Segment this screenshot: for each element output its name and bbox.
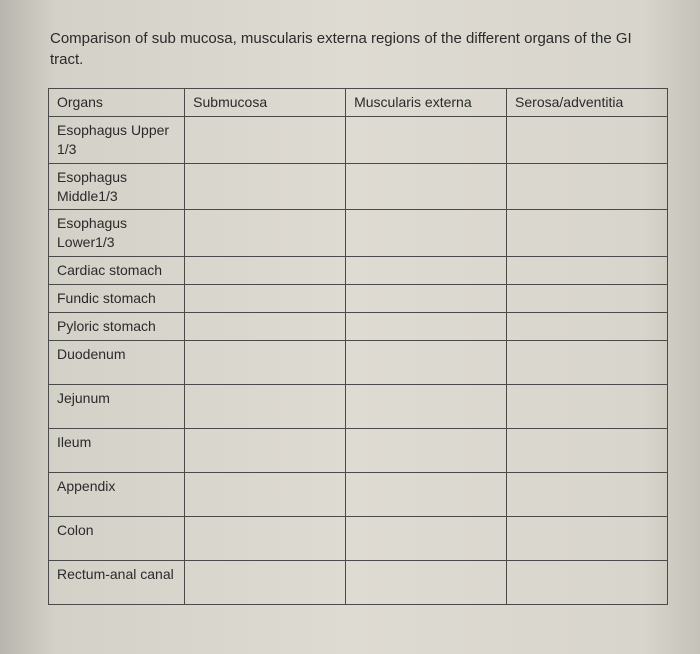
table-row: Colon bbox=[49, 516, 668, 560]
cell-muscularis bbox=[346, 313, 507, 341]
cell-submucosa bbox=[185, 516, 346, 560]
table-row: Esophagus Lower1/3 bbox=[49, 210, 668, 257]
table-row: Esophagus Upper 1/3 bbox=[49, 116, 668, 163]
cell-submucosa bbox=[185, 116, 346, 163]
cell-serosa bbox=[507, 340, 668, 384]
cell-muscularis bbox=[346, 116, 507, 163]
col-header-muscularis: Muscularis externa bbox=[346, 89, 507, 117]
cell-submucosa bbox=[185, 257, 346, 285]
cell-serosa bbox=[507, 116, 668, 163]
cell-submucosa bbox=[185, 472, 346, 516]
table-row: Esophagus Middle1/3 bbox=[49, 163, 668, 210]
cell-muscularis bbox=[346, 257, 507, 285]
table-header-row: Organs Submucosa Muscularis externa Sero… bbox=[49, 89, 668, 117]
cell-submucosa bbox=[185, 384, 346, 428]
cell-submucosa bbox=[185, 163, 346, 210]
cell-serosa bbox=[507, 285, 668, 313]
cell-serosa bbox=[507, 313, 668, 341]
table-row: Appendix bbox=[49, 472, 668, 516]
cell-submucosa bbox=[185, 560, 346, 604]
cell-serosa bbox=[507, 210, 668, 257]
cell-muscularis bbox=[346, 472, 507, 516]
cell-organ: Jejunum bbox=[49, 384, 185, 428]
table-row: Duodenum bbox=[49, 340, 668, 384]
cell-muscularis bbox=[346, 516, 507, 560]
table-row: Rectum-anal canal bbox=[49, 560, 668, 604]
cell-organ: Esophagus Upper 1/3 bbox=[49, 116, 185, 163]
table-row: Fundic stomach bbox=[49, 285, 668, 313]
cell-muscularis bbox=[346, 384, 507, 428]
cell-serosa bbox=[507, 163, 668, 210]
cell-submucosa bbox=[185, 285, 346, 313]
document-title: Comparison of sub mucosa, muscularis ext… bbox=[48, 28, 668, 70]
table-row: Pyloric stomach bbox=[49, 313, 668, 341]
cell-serosa bbox=[507, 472, 668, 516]
comparison-table: Organs Submucosa Muscularis externa Sero… bbox=[48, 88, 668, 605]
cell-serosa bbox=[507, 560, 668, 604]
cell-serosa bbox=[507, 428, 668, 472]
cell-muscularis bbox=[346, 340, 507, 384]
col-header-submucosa: Submucosa bbox=[185, 89, 346, 117]
cell-submucosa bbox=[185, 428, 346, 472]
cell-muscularis bbox=[346, 163, 507, 210]
table-row: Jejunum bbox=[49, 384, 668, 428]
cell-muscularis bbox=[346, 428, 507, 472]
cell-muscularis bbox=[346, 285, 507, 313]
cell-organ: Rectum-anal canal bbox=[49, 560, 185, 604]
cell-serosa bbox=[507, 384, 668, 428]
col-header-organs: Organs bbox=[49, 89, 185, 117]
cell-organ: Fundic stomach bbox=[49, 285, 185, 313]
cell-organ: Ileum bbox=[49, 428, 185, 472]
cell-muscularis bbox=[346, 210, 507, 257]
cell-organ: Appendix bbox=[49, 472, 185, 516]
cell-muscularis bbox=[346, 560, 507, 604]
cell-organ: Colon bbox=[49, 516, 185, 560]
cell-organ: Pyloric stomach bbox=[49, 313, 185, 341]
col-header-serosa: Serosa/adventitia bbox=[507, 89, 668, 117]
cell-organ: Cardiac stomach bbox=[49, 257, 185, 285]
table-row: Cardiac stomach bbox=[49, 257, 668, 285]
cell-submucosa bbox=[185, 340, 346, 384]
cell-serosa bbox=[507, 516, 668, 560]
cell-organ: Duodenum bbox=[49, 340, 185, 384]
cell-organ: Esophagus Middle1/3 bbox=[49, 163, 185, 210]
cell-serosa bbox=[507, 257, 668, 285]
table-row: Ileum bbox=[49, 428, 668, 472]
cell-organ: Esophagus Lower1/3 bbox=[49, 210, 185, 257]
cell-submucosa bbox=[185, 313, 346, 341]
cell-submucosa bbox=[185, 210, 346, 257]
